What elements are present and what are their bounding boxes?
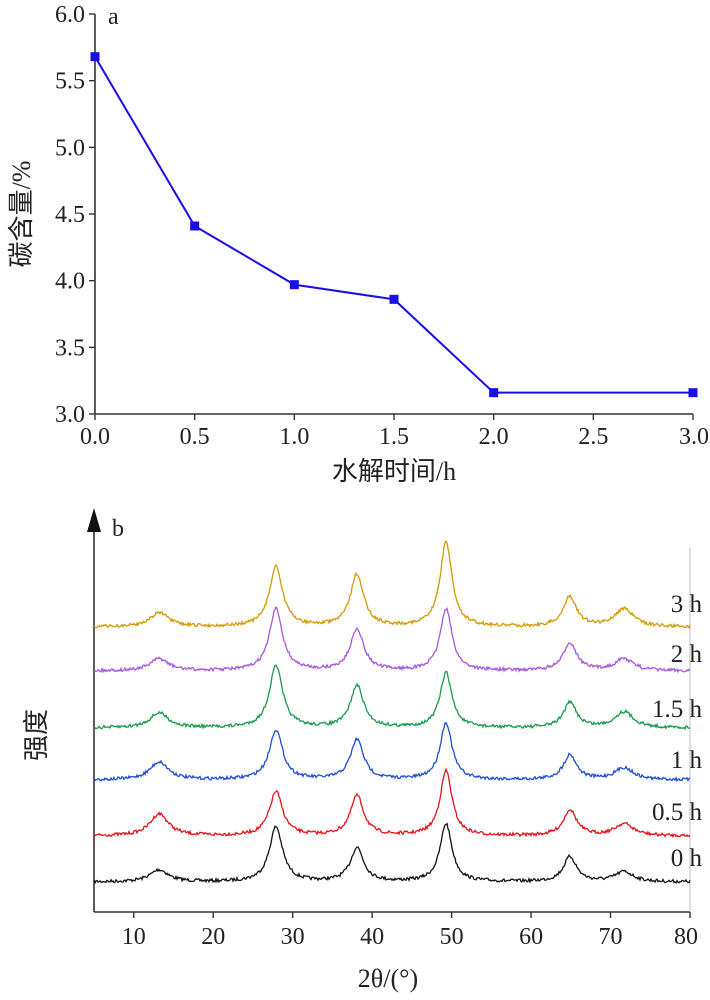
- panel-b-letter: b: [112, 516, 124, 542]
- panel-a-y-tick-label: 4.0: [55, 269, 85, 295]
- panel-a-y-ticks: 3.0 3.5 4.0 4.5 5.0 5.5 6.0: [55, 2, 95, 428]
- panel-b-curve: [94, 607, 690, 672]
- panel-b-curve-label: 0.5 h: [652, 799, 703, 826]
- panel-b-curve-label: 1 h: [671, 747, 703, 774]
- panel-a-data-point: [390, 295, 399, 304]
- panel-b-y-arrow-head: [87, 508, 101, 532]
- panel-a-x-tick-label: 1.0: [279, 424, 309, 450]
- panel-b-x-tick-label: 60: [519, 924, 543, 950]
- panel-b-x-tick-label: 40: [360, 924, 384, 950]
- panel-a-x-tick-label: 1.5: [379, 424, 409, 450]
- panel-a-data-point: [91, 52, 100, 61]
- panel-a-x-tick-label: 2.0: [479, 424, 509, 450]
- panel-a-x-tick-label: 2.5: [578, 424, 608, 450]
- panel-a-data-point: [689, 388, 698, 397]
- panel-b-x-tick-label: 50: [440, 924, 464, 950]
- panel-a-x-axis-title: 水解时间/h: [332, 457, 456, 486]
- panel-a-y-tick-label: 5.5: [55, 69, 85, 95]
- panel-b-curve-label: 3 h: [671, 591, 703, 618]
- panel-a-data-point: [190, 222, 199, 231]
- panel-a-x-tick-label: 3.0: [679, 424, 709, 450]
- panel-b-x-tick-label: 20: [201, 924, 225, 950]
- panel-b-curve-label: 2 h: [671, 641, 703, 668]
- panel-b: 10 20 30 40 50 60 70 80 b 强度 2θ/(°) 0 h 0.5 h 1 h…: [22, 508, 703, 993]
- panel-a-y-tick-label: 3.0: [55, 402, 85, 428]
- panel-b-curve: [94, 723, 690, 781]
- panel-a-x-tick-label: 0.5: [180, 424, 210, 450]
- panel-b-x-ticks: 10 20 30 40 50 60 70 80: [122, 912, 698, 950]
- panel-a-y-tick-label: 6.0: [55, 2, 85, 28]
- panel-b-y-axis-title: 强度: [22, 709, 51, 761]
- panel-b-x-tick-label: 10: [122, 924, 146, 950]
- panel-b-curve-label: 1.5 h: [652, 696, 703, 723]
- panel-b-curve: [94, 769, 690, 837]
- panel-a-markers: [91, 52, 698, 397]
- panel-a-x-ticks: 0.0 0.5 1.0 1.5 2.0 2.5 3.0: [80, 414, 709, 450]
- panel-b-x-axis-title: 2θ/(°): [358, 964, 418, 993]
- panel-b-curves: [94, 541, 690, 882]
- panel-b-x-tick-label: 80: [674, 924, 698, 950]
- panel-a-series-line: [95, 57, 693, 393]
- panel-a-y-tick-label: 3.5: [55, 335, 85, 361]
- panel-b-curve-label: 0 h: [671, 845, 703, 872]
- panel-a-y-axis-title: 碳含量/%: [7, 161, 36, 268]
- panel-a-y-tick-label: 4.5: [55, 202, 85, 228]
- panel-a-y-tick-label: 5.0: [55, 135, 85, 161]
- panel-b-curve: [94, 665, 690, 729]
- panel-b-curve: [94, 541, 690, 627]
- panel-a: 0.0 0.5 1.0 1.5 2.0 2.5 3.0 3.03.54.04.55.05.5…: [7, 2, 709, 486]
- figure: 0.0 0.5 1.0 1.5 2.0 2.5 3.0 3.03.54.04.55.05.5…: [0, 0, 710, 1000]
- panel-b-curve-labels: 0 h 0.5 h 1 h 1.5 h 2 h 3 h: [652, 591, 703, 872]
- panel-b-x-tick-label: 70: [599, 924, 623, 950]
- panel-b-x-tick-label: 30: [281, 924, 305, 950]
- panel-a-letter: a: [108, 4, 119, 30]
- panel-a-data-point: [290, 280, 299, 289]
- panel-a-data-point: [489, 388, 498, 397]
